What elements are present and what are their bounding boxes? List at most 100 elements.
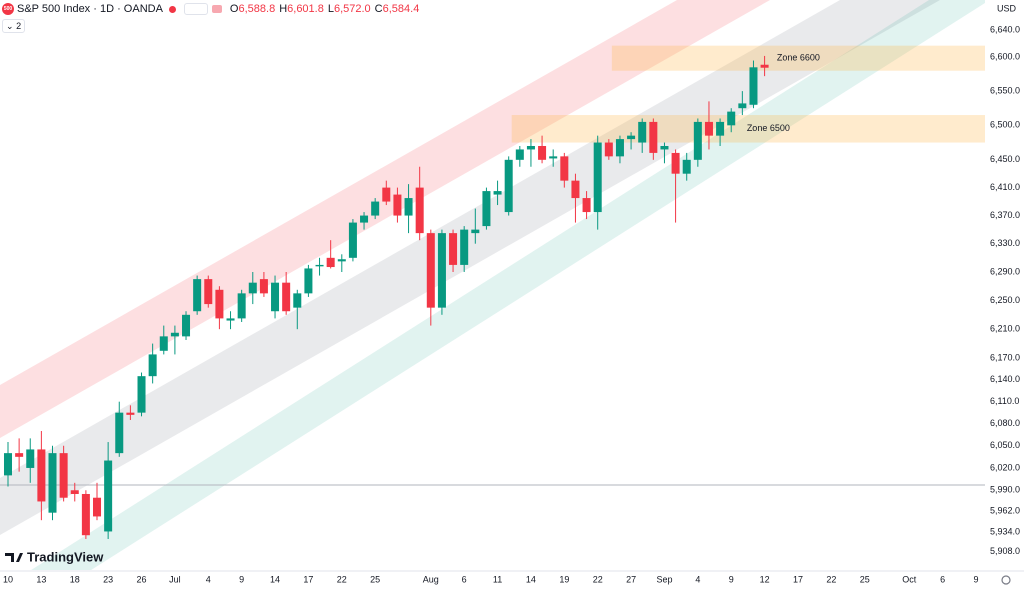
y-tick-label: 6,140.0 <box>990 374 1020 384</box>
candle-body <box>37 449 46 502</box>
ohlc-label: L <box>327 3 334 15</box>
candle-body <box>259 279 268 294</box>
candle-body <box>749 67 758 105</box>
resistance-channel <box>0 0 770 438</box>
indicator-toggle[interactable]: ⌄ 2 <box>2 19 26 33</box>
x-tick-label: 26 <box>137 574 147 584</box>
y-tick-label: 6,210.0 <box>990 324 1020 334</box>
candle-body <box>237 293 246 319</box>
x-tick-label: 18 <box>70 574 80 584</box>
candle-body <box>48 453 57 513</box>
toggle-icon[interactable] <box>183 3 208 15</box>
candle-body <box>604 142 613 157</box>
x-tick-label: Jul <box>169 574 181 584</box>
flag-icon[interactable] <box>211 5 222 13</box>
candle-body <box>337 259 346 262</box>
y-tick-label: 5,934.0 <box>990 527 1020 537</box>
candle-body <box>115 412 124 454</box>
candle-body <box>59 453 68 498</box>
y-tick-label: 6,020.0 <box>990 462 1020 472</box>
x-tick-label: 12 <box>760 574 770 584</box>
candle-body <box>526 145 535 150</box>
candle-body <box>204 279 213 305</box>
candle-body <box>738 103 747 109</box>
zone-box <box>611 45 985 71</box>
x-tick-label: 22 <box>593 574 603 584</box>
candle-body <box>382 187 391 202</box>
candle-body <box>627 135 636 140</box>
x-tick-label: 11 <box>493 574 502 584</box>
x-tick-label: 6 <box>462 574 467 584</box>
candle-body <box>760 64 769 68</box>
x-tick-label: 13 <box>36 574 46 584</box>
brand-name: TradingView <box>27 549 104 564</box>
candle-body <box>148 354 157 377</box>
ohlc-value: 6,584.4 <box>382 3 420 15</box>
zone-box <box>511 115 985 143</box>
candle-body <box>460 229 469 265</box>
candle-body <box>170 332 179 337</box>
candle-body <box>326 257 335 268</box>
x-tick-label: 9 <box>973 574 978 584</box>
currency-label[interactable]: USD <box>997 3 1017 13</box>
symbol-badge: 500 <box>2 3 14 15</box>
candle-body <box>348 222 357 258</box>
x-tick-label: 17 <box>303 574 313 584</box>
candle-body <box>104 460 113 532</box>
y-tick-label: 5,990.0 <box>990 485 1020 495</box>
x-tick-label: Sep <box>656 574 672 584</box>
candle-body <box>615 139 624 157</box>
y-tick-label: 6,170.0 <box>990 352 1020 362</box>
candle-body <box>482 191 491 227</box>
candle-body <box>671 152 680 174</box>
settings-icon[interactable] <box>1001 575 1011 585</box>
candle-body <box>70 490 79 494</box>
y-tick-label: 5,908.0 <box>990 546 1020 556</box>
ohlc-label: H <box>279 3 288 15</box>
candle-body <box>3 453 13 476</box>
candle-body <box>538 145 547 160</box>
x-tick-label: 22 <box>826 574 836 584</box>
candle-body <box>693 121 702 160</box>
y-tick-label: 6,500.0 <box>990 120 1020 130</box>
candle-body <box>638 121 647 143</box>
ohlc-item: H6,601.8 <box>279 3 324 15</box>
candle-body <box>282 282 291 312</box>
candle-body <box>193 279 202 312</box>
candle-body <box>449 233 458 265</box>
candle-body <box>15 453 24 457</box>
candle-body <box>137 376 146 413</box>
candle-body <box>293 293 302 308</box>
x-tick-label: 10 <box>3 574 13 584</box>
candle-body <box>404 198 413 216</box>
candle-body <box>704 121 713 136</box>
y-tick-label: 6,370.0 <box>990 210 1020 220</box>
candle-body <box>215 289 224 319</box>
chevron: ⌄ <box>6 21 14 31</box>
symbol-title[interactable]: S&P 500 Index · 1D · OANDA <box>17 3 163 15</box>
ohlc-value: 6,588.8 <box>238 3 276 15</box>
channels <box>0 0 985 570</box>
indicator-count: 2 <box>16 21 22 31</box>
x-tick-label: 9 <box>239 574 244 584</box>
ohlc-item: C6,584.4 <box>375 3 420 15</box>
ohlc-legend: O6,588.8 H6,601.8 L6,572.0 C6,584.4 <box>230 3 419 15</box>
y-tick-label: 6,290.0 <box>990 266 1020 276</box>
ohlc-value: 6,572.0 <box>333 3 371 15</box>
ohlc-value: 6,601.8 <box>287 3 324 15</box>
ohlc-item: O6,588.8 <box>230 3 275 15</box>
gear[interactable] <box>1001 575 1011 585</box>
x-tick-label: 6 <box>940 574 945 584</box>
y-tick-label: 6,550.0 <box>990 85 1020 95</box>
ohlc-item: L6,572.0 <box>328 3 371 15</box>
candle-body <box>271 282 280 312</box>
support-channel <box>31 0 985 570</box>
candle-body <box>360 215 369 223</box>
status-dot <box>168 5 176 13</box>
x-tick-label: 23 <box>103 574 113 584</box>
candle-body <box>493 191 502 195</box>
mid-channel <box>0 0 940 535</box>
x-tick-label: 14 <box>270 574 280 584</box>
candle-body <box>582 198 591 213</box>
